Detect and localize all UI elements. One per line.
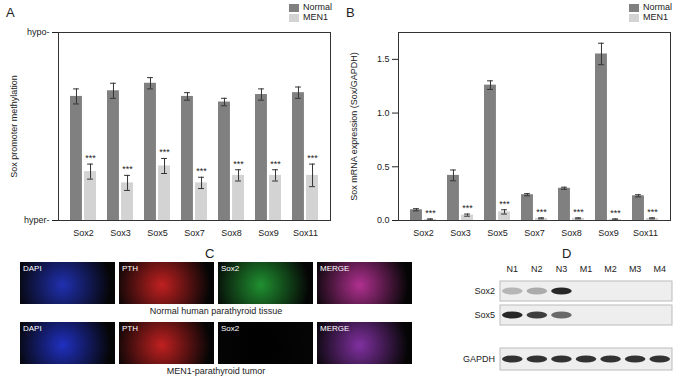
html-text:Sox2: Sox2: [221, 324, 240, 333]
svg-text:Sox3: Sox3: [450, 228, 471, 238]
svg-text:Sox5: Sox5: [474, 310, 495, 320]
html-text:PTH: PTH: [122, 264, 138, 273]
html-text:MEN1: MEN1: [643, 12, 668, 22]
svg-text:1.5: 1.5: [377, 54, 390, 64]
html-text:DAPI: DAPI: [23, 264, 42, 273]
svg-text:***: ***: [536, 207, 547, 217]
svg-text:***: ***: [196, 166, 207, 176]
html-text:Normal human parathyroid tissu: Normal human parathyroid tissue: [149, 306, 283, 316]
svg-text:Sox5: Sox5: [487, 228, 508, 238]
html-text:DAPI: DAPI: [23, 324, 42, 333]
svg-text:***: ***: [573, 207, 584, 217]
svg-text:***: ***: [425, 208, 436, 218]
html-text:MERGE: MERGE: [320, 324, 350, 333]
svg-text:***: ***: [499, 199, 510, 209]
svg-text:hyper-: hyper-: [24, 215, 50, 225]
svg-text:***: ***: [610, 208, 621, 218]
svg-text:***: ***: [159, 147, 170, 157]
svg-text:hypo-: hypo-: [27, 27, 50, 37]
svg-text:Sox9: Sox9: [598, 228, 619, 238]
svg-text:Sox mRNA expression (Sox/GAPDH: Sox mRNA expression (Sox/GAPDH): [349, 52, 359, 201]
svg-text:***: ***: [122, 164, 133, 174]
svg-text:N3: N3: [556, 264, 568, 274]
html-text:A: A: [6, 4, 15, 20]
svg-text:***: ***: [307, 153, 318, 163]
html-text:Sox2: Sox2: [221, 264, 240, 273]
svg-text:Sox2: Sox2: [73, 228, 94, 238]
svg-text:***: ***: [647, 207, 658, 217]
svg-text:Sox9: Sox9: [258, 228, 279, 238]
html-text:MEN1: MEN1: [303, 12, 328, 22]
svg-text:Sox8: Sox8: [561, 228, 582, 238]
svg-text:M2: M2: [604, 264, 617, 274]
html-text:D: D: [562, 246, 572, 261]
svg-text:***: ***: [233, 159, 244, 169]
svg-text:Sox11: Sox11: [633, 228, 658, 238]
svg-text:Sox11: Sox11: [293, 228, 318, 238]
html-text:MEN1-parathyroid tumor: MEN1-parathyroid tumor: [166, 366, 266, 376]
html-text:B: B: [346, 4, 355, 20]
svg-text:Sox2: Sox2: [474, 286, 495, 296]
html-text:C: C: [205, 246, 215, 261]
svg-text:1.0: 1.0: [377, 108, 390, 118]
svg-text:***: ***: [270, 159, 281, 169]
svg-text:N2: N2: [531, 264, 543, 274]
svg-text:***: ***: [85, 153, 96, 163]
svg-text:***: ***: [462, 203, 473, 213]
html-text:Normal: Normal: [303, 2, 332, 12]
html-text:MERGE: MERGE: [320, 264, 350, 273]
svg-text:Sox2: Sox2: [413, 228, 434, 238]
svg-text:Sox promoter methylation: Sox promoter methylation: [9, 75, 19, 178]
svg-text:M4: M4: [653, 264, 666, 274]
svg-text:Sox7: Sox7: [524, 228, 545, 238]
svg-text:Sox5: Sox5: [147, 228, 168, 238]
svg-text:Sox7: Sox7: [184, 228, 205, 238]
svg-text:M3: M3: [629, 264, 642, 274]
html-text:Normal: Normal: [643, 2, 672, 12]
svg-text:Sox3: Sox3: [110, 228, 131, 238]
html-text:PTH: PTH: [122, 324, 138, 333]
svg-text:M1: M1: [580, 264, 593, 274]
svg-text:GAPDH: GAPDH: [463, 354, 495, 364]
svg-text:0.5: 0.5: [377, 162, 390, 172]
svg-text:N1: N1: [507, 264, 519, 274]
svg-text:Sox8: Sox8: [221, 228, 242, 238]
svg-text:0.0: 0.0: [377, 215, 390, 225]
